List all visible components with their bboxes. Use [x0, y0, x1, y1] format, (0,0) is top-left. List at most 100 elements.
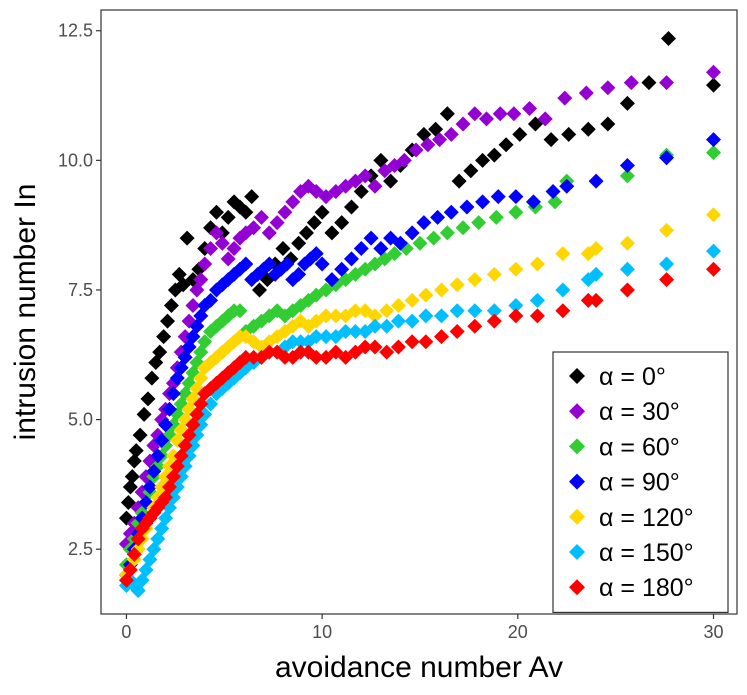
data-point	[261, 344, 277, 360]
data-point	[545, 183, 561, 199]
data-point	[449, 323, 465, 339]
data-point	[291, 266, 307, 282]
data-point	[185, 298, 201, 314]
data-point	[308, 329, 324, 345]
data-point	[244, 189, 260, 205]
x-axis: 0 10 20 30	[121, 614, 724, 642]
data-point	[641, 75, 657, 91]
data-point	[659, 150, 675, 166]
data-point	[277, 204, 293, 220]
data-point	[154, 432, 170, 448]
legend-item: α = 30°	[569, 398, 680, 426]
data-point	[412, 235, 428, 251]
data-point	[126, 453, 142, 469]
data-point	[396, 152, 412, 168]
data-point	[486, 266, 502, 282]
data-point	[353, 183, 369, 199]
data-point	[156, 329, 172, 345]
data-point	[475, 194, 491, 210]
data-point	[279, 256, 295, 272]
data-point	[140, 391, 156, 407]
data-point	[619, 235, 635, 251]
data-point	[486, 313, 502, 329]
data-point	[555, 246, 571, 262]
legend-marker	[569, 544, 585, 560]
data-point	[659, 256, 675, 272]
data-point	[293, 344, 309, 360]
data-point	[357, 339, 373, 355]
series-3	[118, 132, 722, 583]
data-point	[390, 298, 406, 314]
data-point	[659, 222, 675, 238]
data-point	[580, 121, 596, 137]
legend-label: α = 60°	[599, 433, 680, 461]
data-point	[508, 308, 524, 324]
data-point	[128, 443, 144, 459]
data-point	[392, 235, 408, 251]
data-point	[144, 370, 160, 386]
data-point	[373, 240, 389, 256]
series-6	[118, 261, 722, 588]
data-point	[298, 225, 314, 241]
data-point	[324, 272, 340, 288]
data-point	[146, 505, 162, 521]
data-point	[706, 261, 722, 277]
data-point	[706, 207, 722, 223]
data-point	[619, 95, 635, 111]
data-point	[269, 215, 285, 231]
legend-item: α = 60°	[569, 433, 680, 461]
legend: α = 0° α = 30° α = 60° α = 90° α = 120° α = 1…	[552, 351, 729, 613]
data-point	[439, 106, 455, 122]
data-point	[547, 194, 563, 210]
data-point	[161, 401, 177, 417]
data-point	[124, 469, 140, 485]
legend-item: α = 0°	[569, 363, 666, 391]
data-point	[449, 303, 465, 319]
data-point	[486, 303, 502, 319]
legend-marker	[569, 473, 585, 490]
data-point	[308, 246, 324, 262]
legend-label: α = 0°	[599, 363, 666, 391]
data-point	[588, 266, 604, 282]
data-point	[434, 282, 450, 298]
data-point	[418, 287, 434, 303]
data-point	[158, 417, 174, 433]
data-point	[367, 318, 383, 334]
data-point	[142, 479, 158, 495]
y-tick-label: 7.5	[68, 280, 93, 300]
data-point	[347, 323, 363, 339]
data-point	[529, 256, 545, 272]
legend-marker	[569, 403, 585, 420]
data-point	[334, 215, 350, 231]
legend-marker	[569, 438, 585, 455]
data-point	[418, 308, 434, 324]
series-1	[118, 64, 722, 552]
data-point	[459, 199, 475, 215]
plot-panel-border	[100, 9, 738, 615]
data-point	[146, 463, 162, 479]
data-point	[308, 349, 324, 365]
data-point	[619, 261, 635, 277]
data-point	[588, 173, 604, 189]
data-point	[318, 308, 334, 324]
data-point	[490, 189, 506, 205]
legend-marker	[569, 579, 585, 596]
data-point	[343, 251, 359, 267]
data-point	[506, 106, 522, 122]
data-point	[126, 546, 142, 562]
legend-label: α = 90°	[599, 469, 680, 497]
legend-label: α = 180°	[599, 574, 694, 602]
data-point	[367, 308, 383, 324]
data-point	[659, 75, 675, 91]
x-tick-label: 30	[704, 622, 724, 642]
data-point	[434, 329, 450, 345]
data-point	[363, 230, 379, 246]
data-point	[432, 132, 448, 148]
data-point	[508, 204, 524, 220]
legend-marker	[569, 508, 585, 525]
data-point	[498, 137, 514, 153]
data-point	[275, 240, 291, 256]
data-point	[659, 272, 675, 288]
